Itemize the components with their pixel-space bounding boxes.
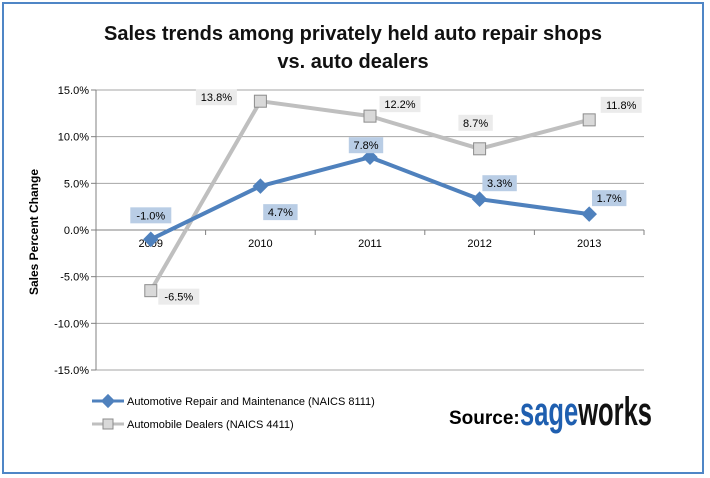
data-label: 12.2% bbox=[384, 99, 415, 111]
data-labels: -1.0% 4.7% 7.8% 3.3% 1.7% -6.5% 13.8% 12.2% 8.7%… bbox=[130, 89, 642, 305]
data-label-bg bbox=[482, 175, 517, 192]
y-tick-labels: 15.0% 10.0% 5.0% 0.0% -5.0% -10.0% -15.0% bbox=[54, 85, 89, 377]
diamond-marker bbox=[581, 206, 597, 222]
data-label: -1.0% bbox=[136, 210, 165, 222]
square-marker bbox=[253, 94, 267, 108]
line-chart: Sales trends among privately held auto r… bbox=[27, 23, 652, 434]
chart-title-line-1: Sales trends among privately held auto r… bbox=[104, 23, 602, 45]
diamond-marker bbox=[362, 149, 378, 165]
x-tick-label: 2013 bbox=[577, 238, 601, 250]
legend-label-repair: Automotive Repair and Maintenance (NAICS… bbox=[127, 396, 375, 408]
chart-title-line-2: vs. auto dealers bbox=[277, 51, 428, 73]
y-axis-label: Sales Percent Change bbox=[27, 169, 41, 295]
data-label: 7.8% bbox=[353, 140, 378, 152]
series-markers bbox=[143, 94, 597, 298]
data-label: 8.7% bbox=[463, 118, 488, 130]
data-label-bg bbox=[158, 288, 200, 305]
y-tick-label: 15.0% bbox=[58, 85, 89, 97]
square-marker bbox=[363, 109, 377, 123]
x-tick-labels: 20092010201120122013 bbox=[139, 238, 602, 250]
y-tick-label: 0.0% bbox=[64, 225, 89, 237]
data-label-bg bbox=[195, 89, 237, 106]
data-label-bg bbox=[348, 137, 384, 154]
y-tick-label: 10.0% bbox=[58, 132, 89, 144]
legend: Automotive Repair and Maintenance (NAICS… bbox=[92, 393, 375, 431]
y-tick-label: -5.0% bbox=[60, 272, 89, 284]
chart-frame: Sales trends among privately held auto r… bbox=[2, 2, 704, 474]
diamond-marker bbox=[252, 178, 269, 194]
legend-diamond-icon bbox=[100, 393, 116, 409]
series-line bbox=[149, 99, 590, 292]
data-label: -6.5% bbox=[164, 292, 193, 304]
y-tick-label: 5.0% bbox=[64, 178, 89, 190]
y-tick-label: -10.0% bbox=[54, 318, 89, 330]
square-marker bbox=[473, 142, 487, 156]
gridlines bbox=[96, 89, 644, 371]
data-label-bg bbox=[263, 204, 298, 221]
square-marker bbox=[582, 113, 596, 127]
logo-part-sage: sage bbox=[520, 390, 578, 434]
sageworks-logo: sageworks bbox=[520, 390, 652, 434]
data-label: 1.7% bbox=[597, 193, 622, 205]
data-label-bg bbox=[600, 96, 642, 113]
data-label-bg bbox=[458, 114, 493, 131]
source-prefix: Source: bbox=[449, 408, 520, 429]
diamond-marker bbox=[471, 191, 488, 207]
data-label-bg bbox=[592, 190, 627, 207]
square-marker bbox=[144, 284, 158, 298]
x-tick-label: 2012 bbox=[467, 238, 491, 250]
legend-item-dealers: Automobile Dealers (NAICS 4411) bbox=[92, 418, 294, 431]
data-label: 13.8% bbox=[201, 92, 232, 104]
source-credit: Source: sageworks bbox=[449, 390, 652, 434]
series-lines bbox=[149, 99, 590, 292]
data-label: 3.3% bbox=[487, 178, 512, 190]
legend-square-icon bbox=[102, 418, 114, 430]
legend-item-repair: Automotive Repair and Maintenance (NAICS… bbox=[92, 393, 375, 409]
data-label: 11.8% bbox=[606, 100, 637, 112]
data-label: 4.7% bbox=[268, 207, 293, 219]
x-tick-label: 2011 bbox=[358, 238, 382, 250]
series-line bbox=[149, 155, 590, 242]
logo-part-works: works bbox=[578, 390, 652, 434]
data-label-bg bbox=[379, 96, 421, 113]
y-tick-label: -15.0% bbox=[54, 365, 89, 377]
data-label-bg bbox=[130, 207, 172, 224]
diamond-marker bbox=[143, 231, 159, 248]
x-tick-label: 2010 bbox=[248, 238, 272, 250]
legend-label-dealers: Automobile Dealers (NAICS 4411) bbox=[127, 419, 294, 431]
